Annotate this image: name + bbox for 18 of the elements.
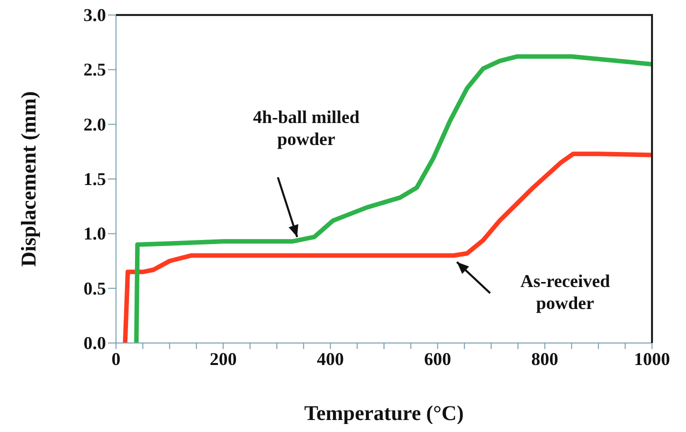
line-series xyxy=(122,152,652,343)
y-tick-label: 1.0 xyxy=(84,224,106,244)
y-tick-label: 0.0 xyxy=(84,333,106,353)
x-tick-label: 1000 xyxy=(634,349,670,369)
x-tick-label: 400 xyxy=(316,349,344,369)
y-axis-title: Displacement (mm) xyxy=(16,91,40,267)
y-tick-label: 2.5 xyxy=(84,60,106,80)
x-tick-label: 600 xyxy=(424,349,452,369)
annotation: As-received powder xyxy=(520,271,610,314)
annotation: 4h-ball milled powder xyxy=(253,107,360,150)
y-tick-label: 1.5 xyxy=(84,169,106,189)
line-series xyxy=(134,54,652,343)
x-tick-label: 200 xyxy=(210,349,237,369)
y-tick-label: 3.0 xyxy=(84,5,106,25)
x-tick-label: 0 xyxy=(112,349,120,369)
y-tick-label: 2.0 xyxy=(84,114,106,134)
y-tick-label: 0.5 xyxy=(84,278,106,298)
x-tick-label: 800 xyxy=(531,349,558,369)
